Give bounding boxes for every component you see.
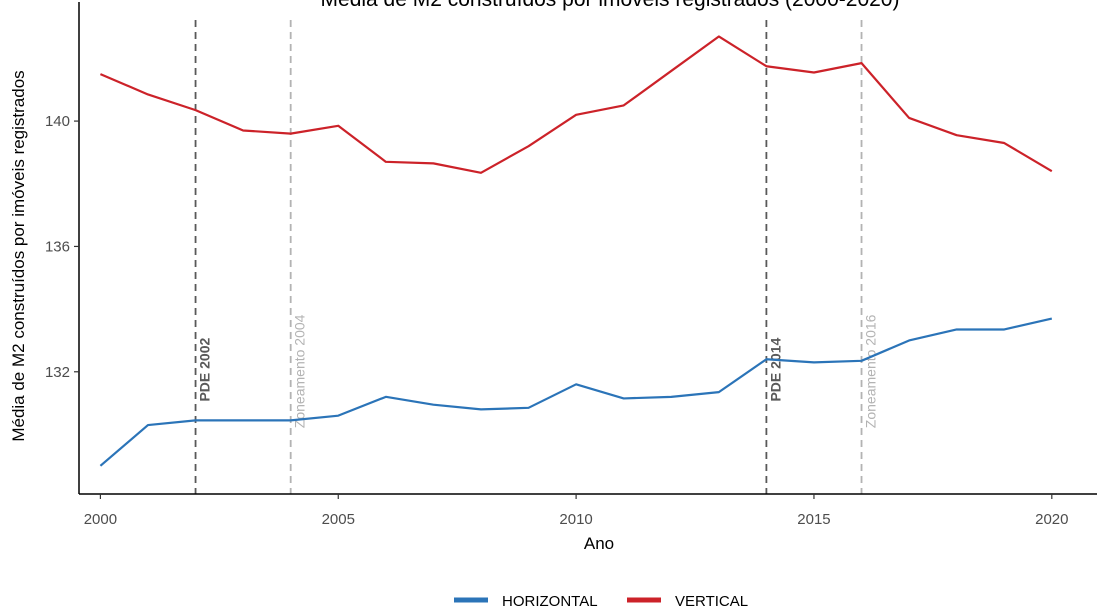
vline-label-1: Zoneamento 2004: [292, 314, 308, 428]
reference-lines: PDE 2002 Zoneamento 2004 PDE 2014 Zoneament…: [194, 20, 879, 494]
series-line-vertical: [99, 35, 1053, 174]
y-tick-label-136: 136: [45, 238, 70, 255]
x-tick-label-2000: 2000: [84, 511, 117, 528]
x-tick-label-2010: 2010: [559, 511, 592, 528]
series-lines: [99, 35, 1053, 467]
y-tick-label-132: 132: [45, 364, 70, 381]
y-axis-title: Média de M2 construídos por imóveis regi…: [9, 70, 28, 441]
series-line-horizontal: [99, 317, 1053, 467]
legend-label-horizontal: HORIZONTAL: [502, 593, 598, 608]
vline-label-0: PDE 2002: [197, 338, 213, 402]
vline-label-2: PDE 2014: [767, 338, 783, 402]
legend-label-vertical: VERTICAL: [675, 593, 748, 608]
legend: HORIZONTAL VERTICAL: [454, 593, 748, 608]
vline-label-3: Zoneamento 2016: [863, 314, 879, 428]
x-axis-ticks: 2000 2005 2010 2015 2020: [84, 494, 1068, 528]
chart-title: Média de M2 construídos por imóveis regi…: [321, 0, 900, 11]
x-tick-label-2005: 2005: [322, 511, 355, 528]
x-tick-label-2020: 2020: [1035, 511, 1068, 528]
y-tick-label-140: 140: [45, 113, 70, 130]
x-tick-label-2015: 2015: [797, 511, 830, 528]
x-axis-title: Ano: [584, 534, 614, 553]
y-axis-ticks: 132 136 140: [45, 113, 79, 381]
